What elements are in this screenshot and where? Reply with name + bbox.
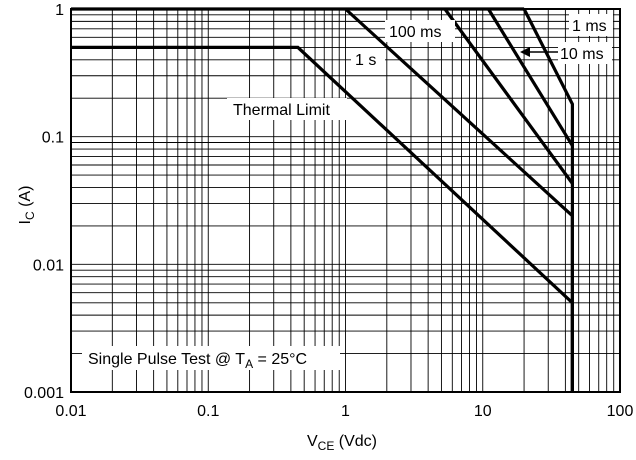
label-1ms: 1 ms (572, 18, 607, 35)
x-axis-title: VCE (Vdc) (307, 433, 377, 453)
y-tick-label: 0.01 (33, 257, 64, 274)
label-10ms-arrow-head (520, 47, 530, 57)
x-tick-labels: 0.01 0.1 1 10 100 (55, 403, 633, 420)
x-axis-title-main: V (307, 433, 318, 450)
label-1s: 1 s (355, 52, 376, 69)
plot-frame (70, 8, 621, 393)
x-axis-title-sub: CE (318, 439, 335, 453)
series-line-4 (487, 8, 574, 147)
label-1ms-bg (569, 14, 613, 36)
x-tick-label: 0.01 (55, 403, 86, 420)
note-bg (82, 346, 340, 370)
x-axis-title-tail: (Vdc) (334, 433, 377, 450)
x-tick-label: 10 (474, 403, 492, 420)
note-tail: = 25°C (253, 351, 307, 368)
y-axis-title-main: I (17, 220, 34, 224)
note-main: Single Pulse Test @ T (88, 351, 245, 368)
thermal-limit-label: Thermal Limit (233, 102, 330, 119)
series-line-5 (522, 8, 575, 392)
y-tick-label: 0.1 (42, 130, 64, 147)
label-100ms-bg (385, 20, 455, 42)
y-tick-label: 1 (55, 2, 64, 19)
note-sub: A (245, 357, 253, 371)
label-100ms: 100 ms (389, 24, 441, 41)
x-tick-label: 0.1 (197, 403, 219, 420)
single-pulse-note: Single Pulse Test @ TA = 25°C (88, 351, 307, 371)
y-tick-labels: 0.001 0.01 0.1 1 (24, 2, 64, 402)
thermal-limit-label-bg (227, 98, 347, 120)
y-axis-title-tail: (A) (17, 186, 34, 212)
y-axis-title-sub: C (23, 211, 37, 220)
y-axis-title: IC (A) (17, 186, 37, 225)
x-tick-label: 100 (607, 403, 634, 420)
y-tick-label: 0.001 (24, 385, 64, 402)
x-tick-label: 1 (341, 403, 350, 420)
label-1s-bg (351, 48, 385, 70)
label-10ms: 10 ms (560, 46, 604, 63)
series-line-3 (443, 8, 574, 185)
label-10ms-bg (558, 42, 612, 64)
gridlines (70, 9, 620, 393)
